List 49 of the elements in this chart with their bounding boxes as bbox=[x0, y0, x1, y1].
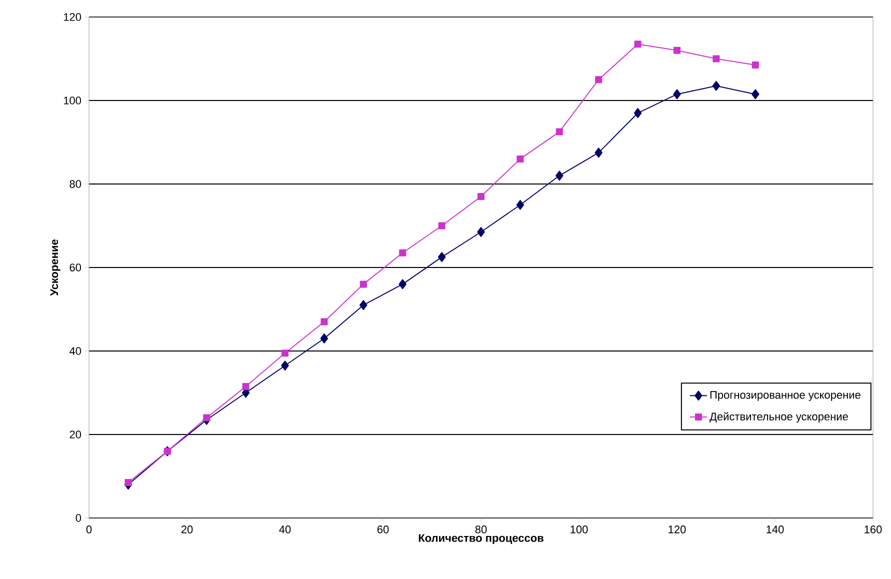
point bbox=[634, 40, 642, 48]
point bbox=[124, 479, 132, 486]
x-tick-label: 140 bbox=[766, 526, 784, 534]
point bbox=[398, 279, 406, 290]
y-tick-label: 120 bbox=[64, 13, 82, 21]
point bbox=[556, 128, 563, 136]
y-tick-label: 60 bbox=[70, 264, 82, 272]
point bbox=[360, 300, 368, 310]
point bbox=[478, 193, 485, 200]
x-tick-label: 0 bbox=[86, 526, 92, 534]
legend-label: Действительное ускорение bbox=[710, 412, 848, 423]
x-tick-label: 20 bbox=[181, 526, 193, 534]
point bbox=[242, 382, 250, 390]
point bbox=[673, 89, 681, 100]
legend-label: Прогнозированное ускорение bbox=[710, 391, 860, 401]
point bbox=[203, 414, 210, 422]
y-tick-label: 0 bbox=[76, 514, 82, 522]
x-tick-label: 60 bbox=[377, 526, 389, 534]
y-tick-label: 20 bbox=[70, 430, 82, 438]
point bbox=[752, 89, 760, 100]
x-tick-label: 80 bbox=[475, 526, 487, 534]
y-tick-label: 40 bbox=[69, 347, 82, 355]
point bbox=[320, 333, 328, 344]
y-tick-label: 80 bbox=[70, 180, 82, 188]
y-axis-title: Ускорение bbox=[50, 240, 60, 296]
point bbox=[477, 227, 485, 238]
point bbox=[320, 318, 328, 326]
point bbox=[281, 360, 289, 371]
point bbox=[516, 200, 524, 210]
x-tick-label: 100 bbox=[570, 526, 588, 534]
point bbox=[712, 80, 720, 91]
x-tick-label: 160 bbox=[864, 526, 882, 534]
point bbox=[438, 222, 446, 230]
point bbox=[752, 62, 759, 69]
point bbox=[595, 76, 602, 84]
point bbox=[556, 170, 564, 181]
point bbox=[712, 55, 720, 62]
point bbox=[634, 108, 642, 118]
point bbox=[516, 155, 524, 162]
point bbox=[438, 252, 446, 262]
point bbox=[282, 350, 289, 357]
y-tick-label: 100 bbox=[64, 96, 82, 104]
x-tick-label: 120 bbox=[668, 526, 686, 534]
point bbox=[399, 249, 406, 256]
x-axis-title: Количество процессов bbox=[418, 534, 544, 544]
point bbox=[360, 280, 367, 288]
point bbox=[674, 46, 681, 54]
point bbox=[594, 148, 602, 158]
x-tick-label: 40 bbox=[279, 526, 291, 534]
